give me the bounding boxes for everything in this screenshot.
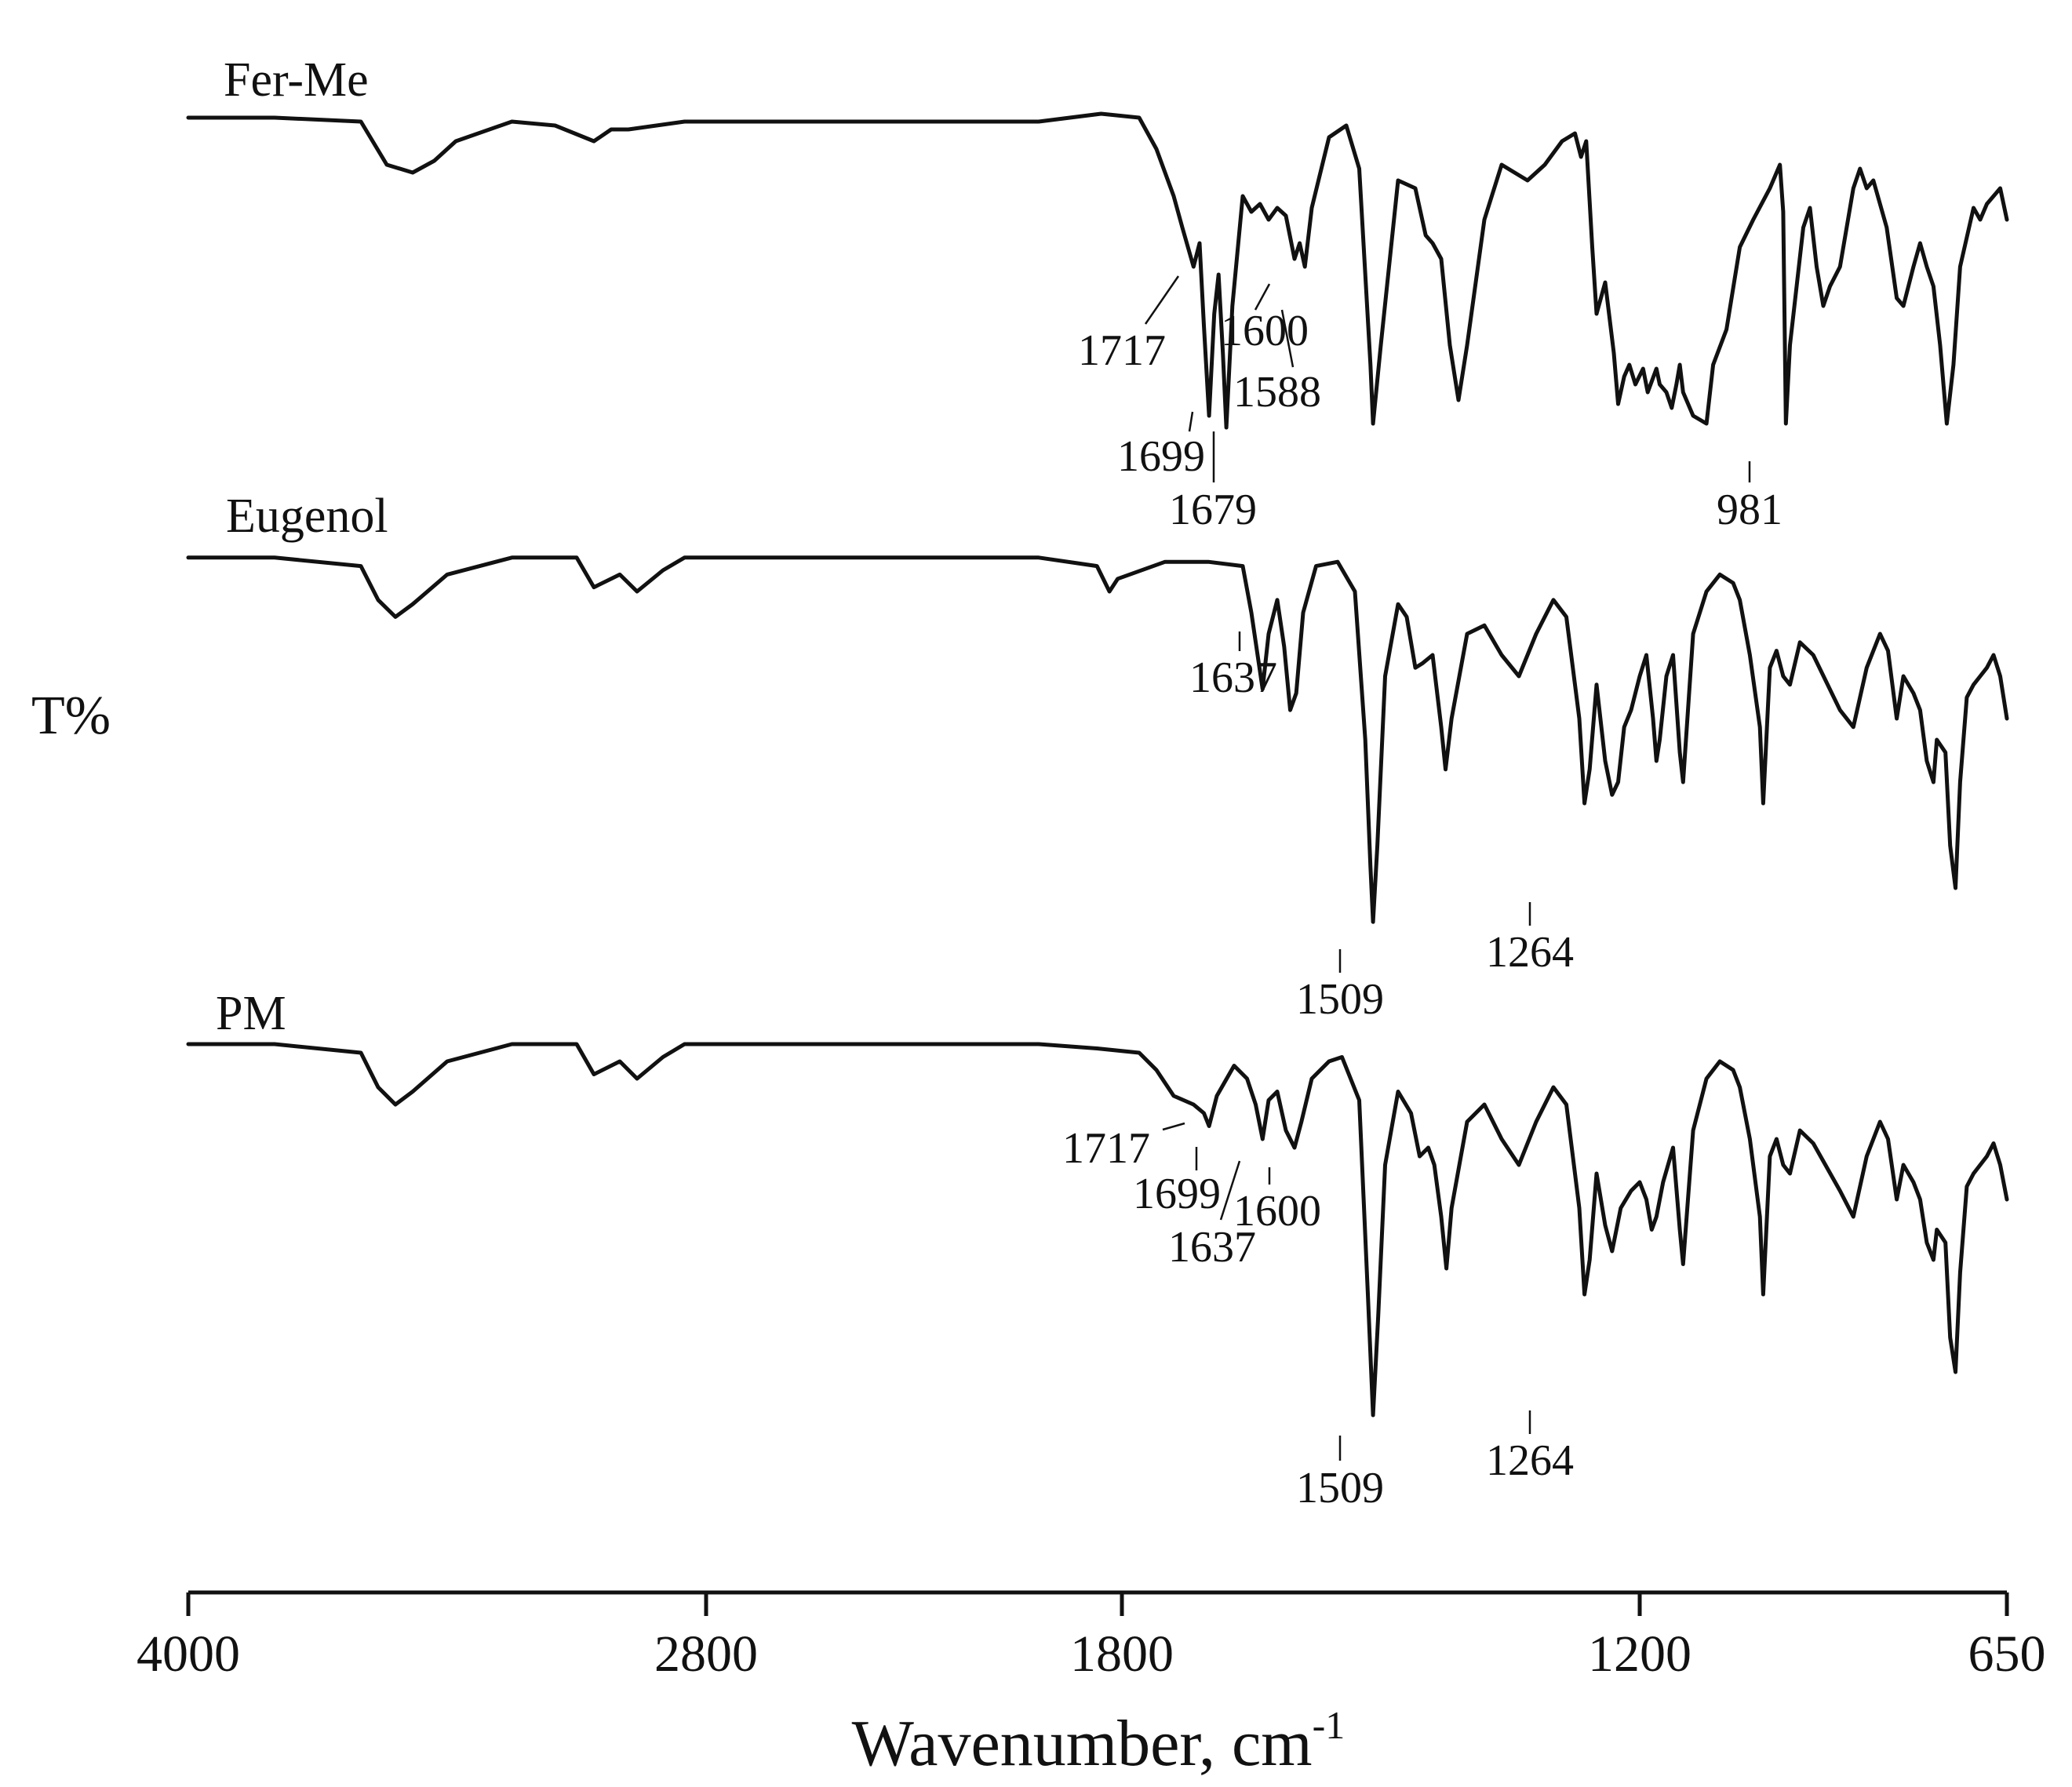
peak-leader-fer-me-1699 — [1188, 411, 1194, 432]
series-label-pm: PM — [216, 987, 286, 1040]
peak-leader-fer-me-1717 — [1144, 275, 1180, 325]
x-axis: 4000 2800 1800 1200 650 — [137, 1590, 2046, 1683]
peak-label-fer-me-1679: 1679 — [1169, 486, 1257, 534]
spectrum-line-fer-me — [186, 111, 2009, 430]
peak-labels: 1717169916791600158898116371509126417171… — [1062, 307, 1783, 1512]
x-tick-label-4000: 4000 — [137, 1625, 240, 1683]
peak-leader-fer-me-1600 — [1254, 283, 1271, 311]
peak-label-pm-1637: 1637 — [1168, 1223, 1256, 1272]
peak-label-eugenol-1264: 1264 — [1486, 928, 1574, 977]
series-label-eugenol: Eugenol — [226, 490, 388, 543]
x-tick-label-2800: 2800 — [654, 1625, 758, 1683]
spectra-group — [186, 111, 2009, 1418]
x-axis-ticks: 4000 2800 1800 1200 650 — [137, 1592, 2046, 1683]
spectrum-line-eugenol — [186, 555, 2009, 924]
spectrum-line-pm — [186, 1042, 2009, 1418]
x-tick-label-1800: 1800 — [1070, 1625, 1174, 1683]
peak-label-eugenol-1509: 1509 — [1296, 975, 1384, 1024]
series-label-fer-me: Fer-Me — [224, 53, 369, 107]
peak-label-pm-1717: 1717 — [1062, 1124, 1150, 1173]
x-axis-title: Wavenumber, cm-1 — [852, 1703, 1346, 1780]
peak-label-fer-me-1699: 1699 — [1117, 432, 1205, 481]
peak-leader-pm-1717 — [1162, 1122, 1185, 1131]
peak-label-pm-1509: 1509 — [1296, 1464, 1384, 1512]
peak-label-pm-1264: 1264 — [1486, 1436, 1574, 1485]
peak-leader-fer-me-1588 — [1280, 309, 1295, 368]
x-axis-title-text: Wavenumber, cm — [852, 1707, 1313, 1780]
peak-label-pm-1699: 1699 — [1133, 1170, 1221, 1218]
x-axis-title-superscript: -1 — [1313, 1703, 1346, 1747]
peak-leader-pm-1637 — [1219, 1160, 1241, 1221]
peak-label-fer-me-1588: 1588 — [1233, 368, 1321, 417]
peak-leaders — [1144, 275, 1751, 1461]
series-labels: Fer-Me Eugenol PM — [216, 53, 388, 1040]
x-tick-label-1200: 1200 — [1588, 1625, 1691, 1683]
y-axis-title: T% — [31, 686, 111, 746]
peak-label-pm-1600: 1600 — [1233, 1187, 1321, 1236]
peak-label-fer-me-981: 981 — [1717, 486, 1783, 534]
x-tick-label-650: 650 — [1968, 1625, 2046, 1683]
peak-label-fer-me-1717: 1717 — [1078, 326, 1166, 375]
peak-label-fer-me-1600: 1600 — [1221, 307, 1309, 355]
peak-label-eugenol-1637: 1637 — [1189, 653, 1277, 702]
